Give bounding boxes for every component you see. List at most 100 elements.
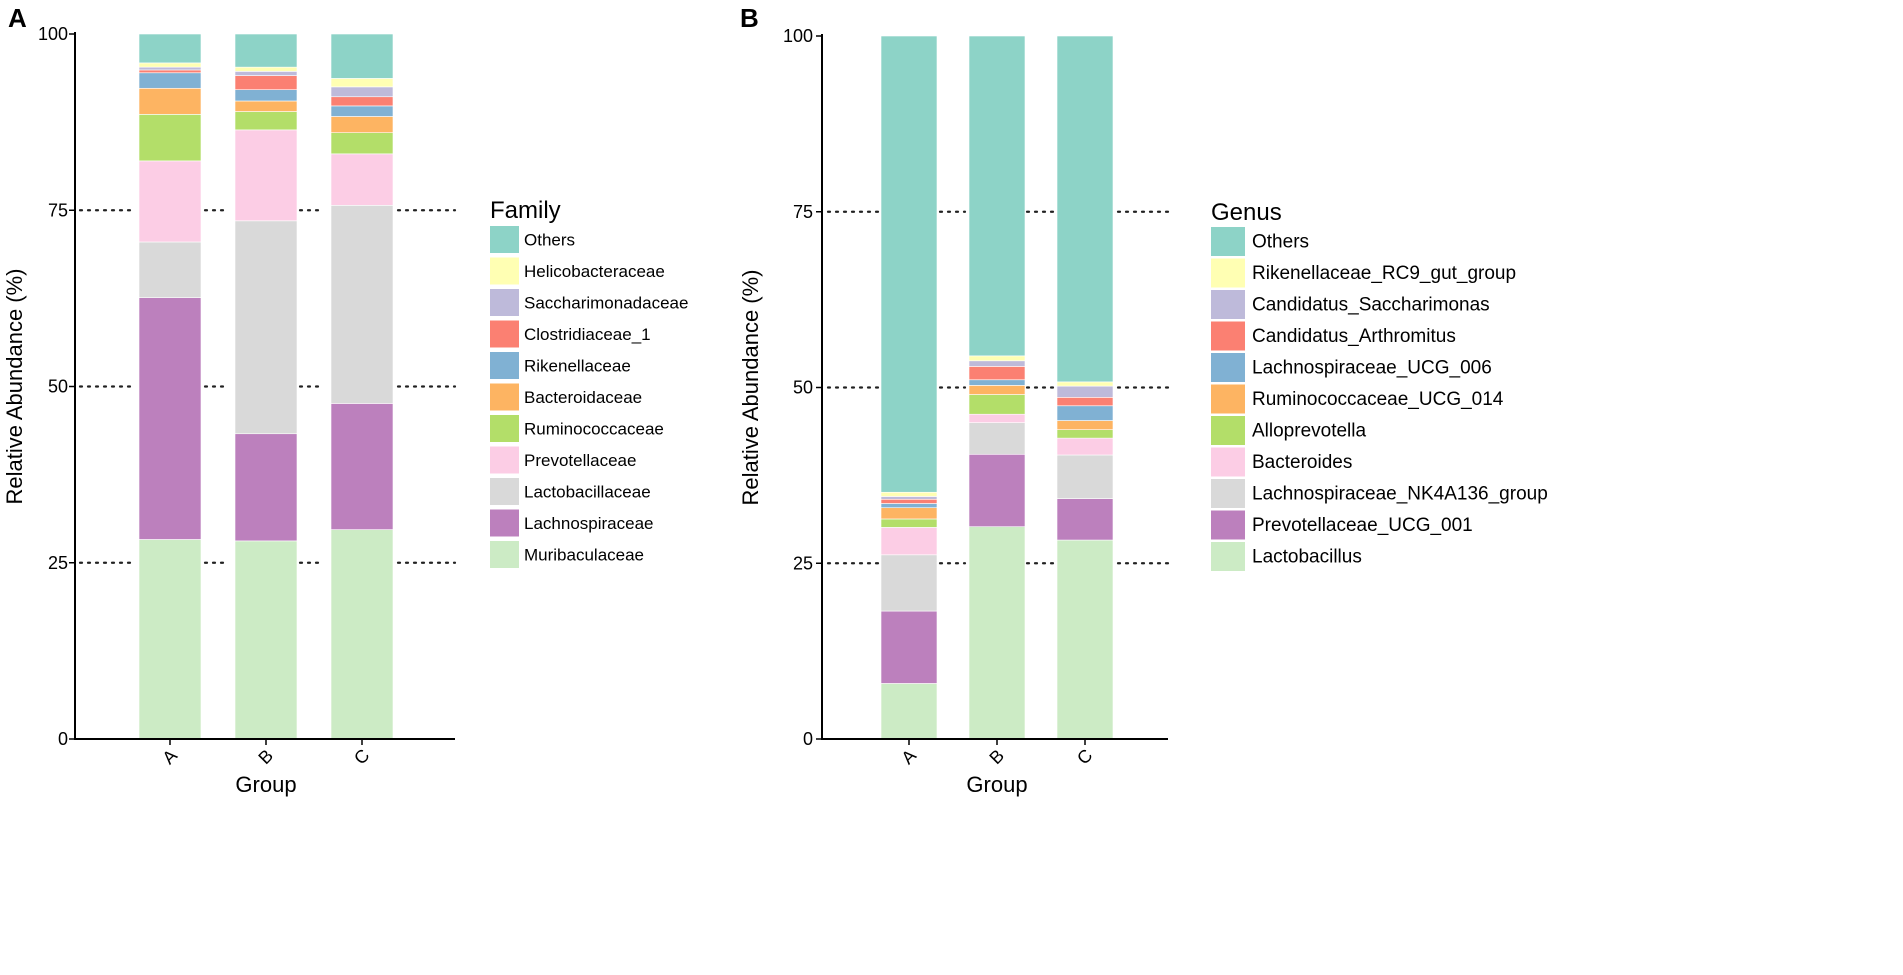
bar-segment-c-lachnospiraceae-nk4a136-group <box>1056 454 1114 499</box>
legend-label: Prevotellaceae_UCG_001 <box>1252 515 1473 536</box>
bar-segment-c-rikenellaceae-rc9-gut-group <box>1056 381 1114 387</box>
legend-swatch <box>490 509 519 537</box>
y-tick-label: 0 <box>58 729 68 749</box>
legend-title: Family <box>490 197 561 224</box>
legend-swatch <box>490 478 519 505</box>
bar-segment-c-lachnospiraceae <box>330 403 394 530</box>
bar-segment-b-lachnospiraceae-nk4a136-group <box>968 422 1026 455</box>
panel-a: A 0 25 50 75 100 A B C Group Relative Abundance (%… <box>2 3 688 797</box>
bar-segment-a-muribaculaceae <box>138 539 202 740</box>
legend-swatch <box>1211 290 1245 319</box>
legend-label: Candidatus_Saccharimonas <box>1252 295 1490 316</box>
bar-segment-c-bacteroidaceae <box>330 116 394 134</box>
bar-segment-a-lachnospiraceae-nk4a136-group <box>880 554 938 612</box>
legend-label: Lachnospiraceae_NK4A136_group <box>1252 484 1548 505</box>
bar-segment-a-prevotellaceae-ucg-001 <box>880 610 938 684</box>
legend-label: Lachnospiraceae <box>524 514 653 533</box>
legend-label: Bacteroides <box>1252 452 1352 473</box>
legend-label: Lactobacillus <box>1252 547 1362 568</box>
bar-segment-a-ruminococcaceae <box>138 114 202 162</box>
bar-segment-b-candidatus-saccharimonas <box>968 360 1026 367</box>
legend-swatch <box>490 352 519 379</box>
legend-swatch <box>490 383 519 411</box>
legend-swatch <box>490 446 519 474</box>
x-tick-label: A <box>897 745 920 768</box>
bar-segment-a-rikenellaceae-rc9-gut-group <box>880 491 938 497</box>
legend-swatch <box>490 289 519 316</box>
legend-label: Lactobacillaceae <box>524 483 651 502</box>
legend-swatch <box>1211 447 1245 477</box>
bar-segment-a-prevotellaceae <box>138 160 202 243</box>
bar-segment-c-candidatus-saccharimonas <box>1056 385 1114 398</box>
bar-segment-b-clostridiaceae-1 <box>234 75 298 90</box>
bar-segment-a-lachnospiraceae-ucg-006 <box>880 503 938 509</box>
legend-label: Others <box>524 231 575 250</box>
bar-segment-b-bacteroides <box>968 413 1026 423</box>
y-tick-label: 50 <box>793 378 813 398</box>
bar-segment-c-candidatus-arthromitus <box>1056 397 1114 407</box>
bar-segment-c-lachnospiraceae-ucg-006 <box>1056 405 1114 421</box>
bar-segment-b-lachnospiraceae <box>234 433 298 542</box>
bar-segment-a-helicobacteraceae <box>138 62 202 68</box>
legend-label: Others <box>1252 232 1309 253</box>
y-tick-label: 50 <box>48 377 68 397</box>
legend-swatch <box>490 320 519 348</box>
bar-segment-b-others <box>234 33 298 68</box>
bar-segment-a-rikenellaceae <box>138 72 202 89</box>
legend-swatch <box>1211 510 1245 540</box>
legend-swatch <box>1211 384 1245 414</box>
bar-segment-a-others <box>138 33 202 64</box>
bar-segment-a-others <box>880 35 938 493</box>
bar-segment-c-lactobacillus <box>1056 539 1114 740</box>
x-tick-label: C <box>1073 745 1096 768</box>
bar-segment-a-saccharimonadaceae <box>138 66 202 71</box>
bar-segment-c-others <box>330 33 394 79</box>
legend-label: Candidatus_Arthromitus <box>1252 326 1456 347</box>
legend-label: Rikenellaceae_RC9_gut_group <box>1252 263 1516 284</box>
legend-swatch <box>490 541 519 568</box>
legend-swatch <box>1211 258 1245 288</box>
x-axis-title: Group <box>966 772 1027 797</box>
bar-segment-c-muribaculaceae <box>330 529 394 740</box>
bar-segment-a-alloprevotella <box>880 518 938 528</box>
legend-swatch <box>1211 321 1245 351</box>
panel-b: B 0 25 50 75 100 A B C Group Relative Abundance (%… <box>738 3 1548 797</box>
legend-swatch <box>1211 479 1245 508</box>
bar-segment-c-ruminococcaceae <box>330 132 394 155</box>
bar-segment-c-others <box>1056 35 1114 383</box>
legend-label: Muribaculaceae <box>524 546 644 565</box>
bar-segment-b-helicobacteraceae <box>234 66 298 72</box>
bar-segment-c-clostridiaceae-1 <box>330 96 394 107</box>
bar-segment-a-ruminococcaceae-ucg-014 <box>880 507 938 520</box>
bar-segment-c-bacteroides <box>1056 437 1114 456</box>
bar-segment-c-prevotellaceae-ucg-001 <box>1056 498 1114 541</box>
x-tick-label: B <box>254 745 277 768</box>
bar-segment-c-saccharimonadaceae <box>330 86 394 98</box>
y-tick-label: 25 <box>793 553 813 573</box>
legend-swatch <box>1211 353 1245 382</box>
bar-segment-b-lactobacillaceae <box>234 220 298 435</box>
legend-swatch <box>490 257 519 285</box>
bar-segment-a-lactobacillus <box>880 683 938 740</box>
legend-label: Alloprevotella <box>1252 421 1366 442</box>
bar-segment-b-ruminococcaceae <box>234 111 298 131</box>
bar-segment-c-alloprevotella <box>1056 429 1114 439</box>
bar-segment-b-rikenellaceae-rc9-gut-group <box>968 355 1026 362</box>
legend-label: Clostridiaceae_1 <box>524 325 651 344</box>
bar-segment-b-candidatus-arthromitus <box>968 366 1026 381</box>
legend-label: Ruminococcaceae <box>524 420 664 439</box>
legend-swatch <box>490 415 519 442</box>
bar-segment-b-lactobacillus <box>968 526 1026 740</box>
bar-segment-b-rikenellaceae <box>234 89 298 102</box>
bar-segment-b-muribaculaceae <box>234 540 298 740</box>
bar-segment-c-prevotellaceae <box>330 153 394 206</box>
legend-label: Bacteroidaceae <box>524 388 642 407</box>
legend-label: Rikenellaceae <box>524 357 631 376</box>
bar-segment-c-rikenellaceae <box>330 105 394 117</box>
y-tick-label: 100 <box>783 26 813 46</box>
bar-segment-a-clostridiaceae-1 <box>138 69 202 74</box>
legend-label: Lachnospiraceae_UCG_006 <box>1252 358 1492 379</box>
legend-label: Prevotellaceae <box>524 451 636 470</box>
bar-segment-a-lactobacillaceae <box>138 241 202 298</box>
